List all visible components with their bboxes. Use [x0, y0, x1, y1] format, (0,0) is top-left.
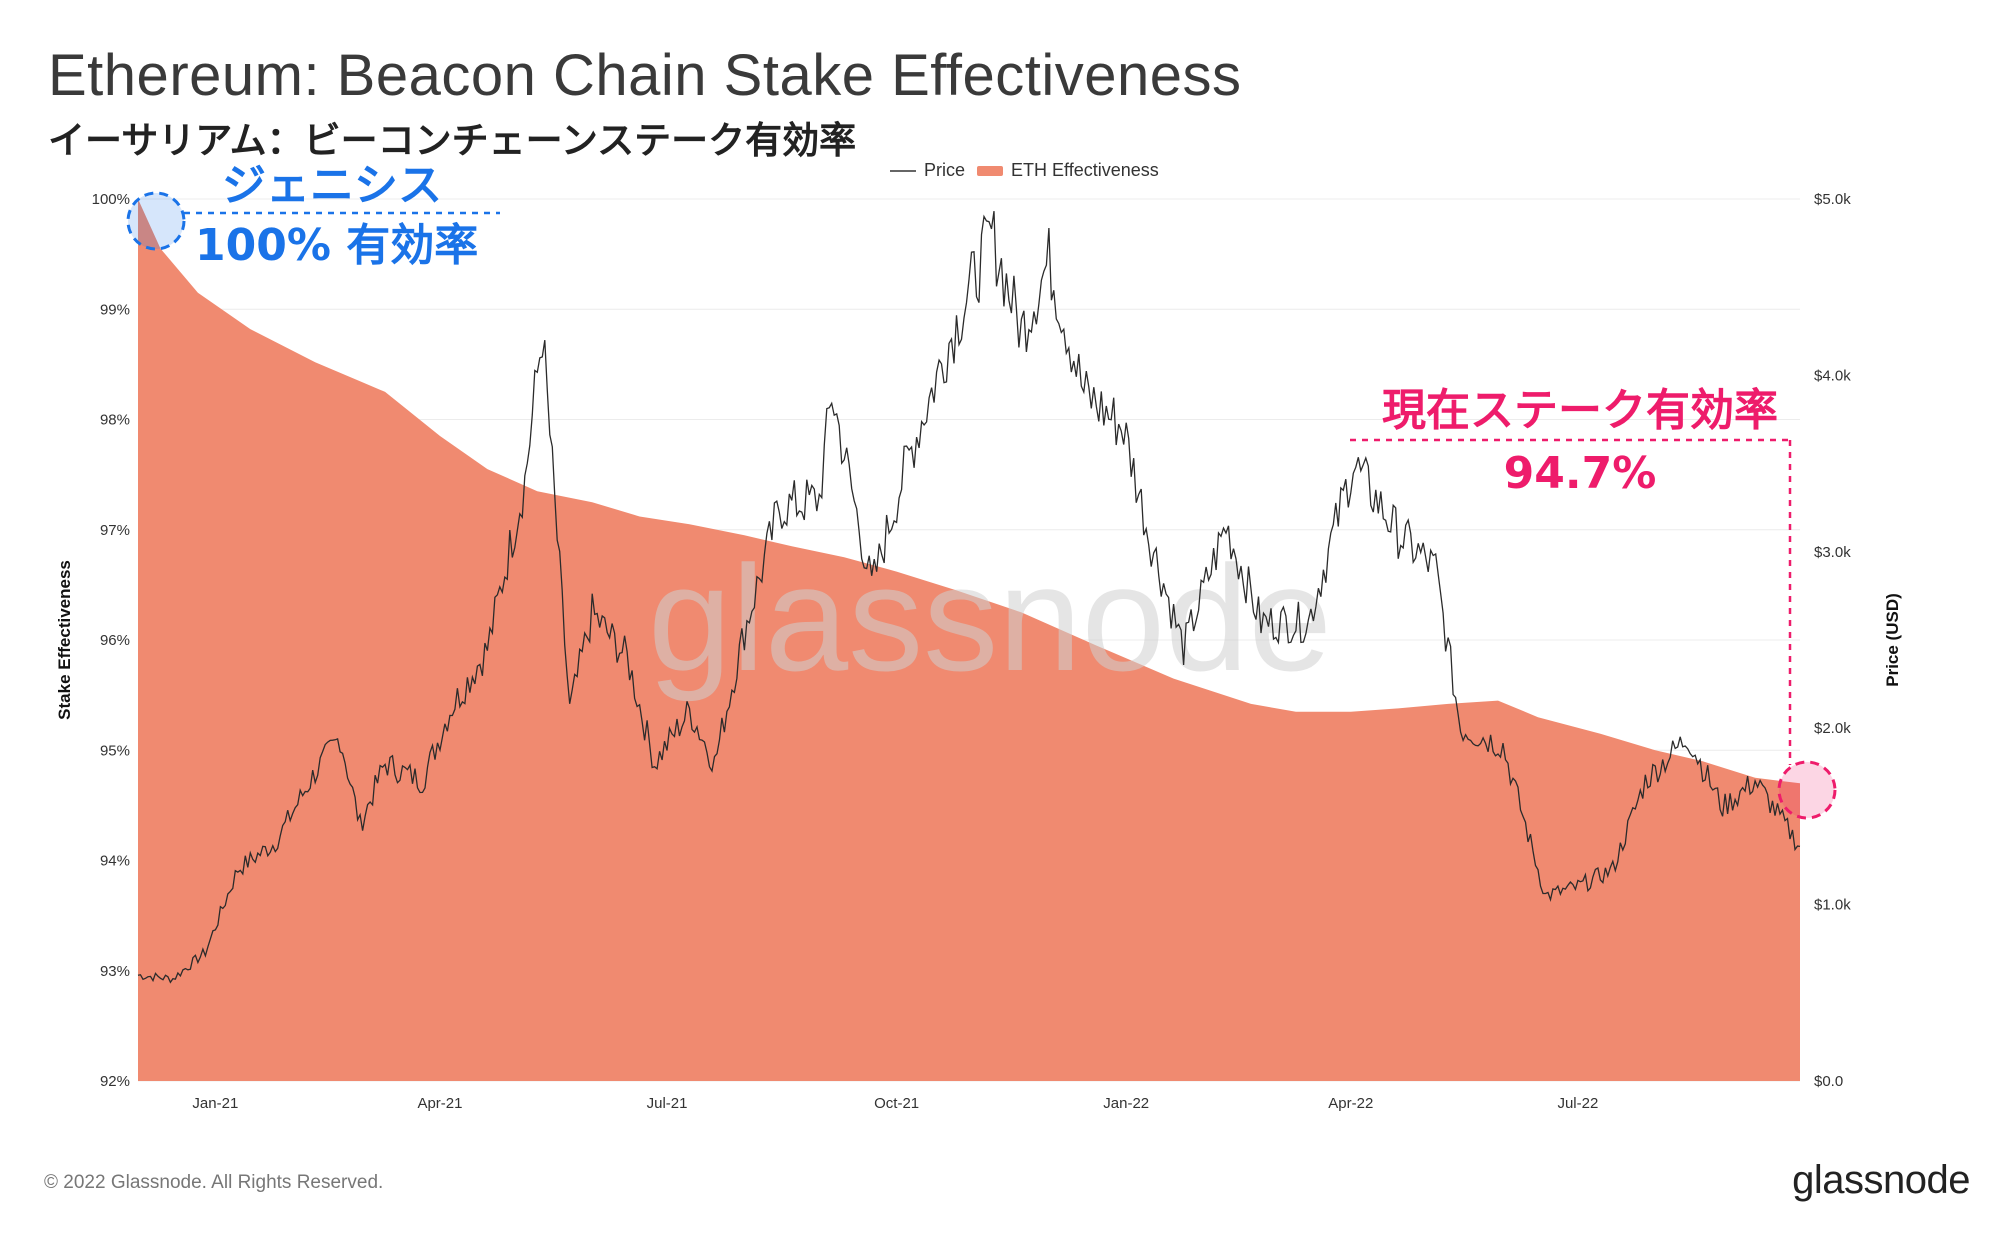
- genesis-marker-circle: [126, 191, 186, 251]
- current-effectiveness-value: 94.7%: [1504, 448, 1657, 499]
- y-left-tick-label: 92%: [100, 1073, 130, 1090]
- x-tick-label: Apr-22: [1328, 1095, 1373, 1112]
- legend-swatch-eth-effectiveness: [977, 165, 1004, 176]
- chart-subtitle-japanese: イーサリアム：ビーコンチェーンステーク有効率: [48, 119, 857, 162]
- y-left-tick-label: 97%: [100, 522, 130, 539]
- current-effectiveness-label: 現在ステーク有効率: [1382, 385, 1778, 436]
- glassnode-logo: glassnode: [1792, 1158, 1970, 1202]
- genesis-value: 100% 有効率: [195, 220, 478, 271]
- x-tick-label: Oct-21: [874, 1095, 919, 1112]
- y-left-tick-label: 98%: [100, 412, 130, 429]
- x-tick-label: Jul-22: [1557, 1095, 1598, 1112]
- y-right-axis-title: Price (USD): [1883, 593, 1902, 687]
- y-left-tick-label: 96%: [100, 632, 130, 649]
- y-left-tick-label: 93%: [100, 963, 130, 980]
- legend-entry-eth-effectiveness[interactable]: ETH Effectiveness: [1011, 160, 1159, 180]
- series-price-line: [137, 211, 1801, 984]
- x-tick-label: Jul-21: [647, 1095, 688, 1112]
- y-left-tick-label: 95%: [100, 742, 130, 759]
- x-tick-label: Apr-21: [417, 1095, 462, 1112]
- y-left-tick-label: 94%: [100, 853, 130, 870]
- chart-title: Ethereum: Beacon Chain Stake Effectivene…: [48, 43, 1242, 108]
- legend-entry-price[interactable]: Price: [924, 160, 966, 180]
- y-right-tick-label: $4.0k: [1814, 367, 1851, 384]
- y-right-tick-label: $1.0k: [1814, 897, 1851, 914]
- y-right-tick-label: $3.0k: [1814, 544, 1851, 561]
- copyright-notice: © 2022 Glassnode. All Rights Reserved.: [44, 1172, 384, 1193]
- genesis-label: ジェニシス: [222, 160, 442, 211]
- x-tick-label: Jan-22: [1103, 1095, 1149, 1112]
- y-right-tick-label: $5.0k: [1814, 191, 1851, 208]
- y-right-tick-label: $0.0: [1814, 1073, 1843, 1090]
- current-marker-circle: [1777, 760, 1837, 820]
- chart-legend: Price ETH Effectiveness: [890, 160, 1159, 181]
- y-left-axis-title: Stake Effectiveness: [55, 560, 74, 720]
- legend-swatch-price: [890, 169, 916, 172]
- series-eth-effectiveness-area: [138, 199, 1800, 1081]
- x-tick-label: Jan-21: [192, 1095, 238, 1112]
- y-left-tick-label: 100%: [92, 191, 130, 208]
- y-left-tick-label: 99%: [100, 301, 130, 318]
- y-right-tick-label: $2.0k: [1814, 720, 1851, 737]
- glassnode-watermark: glassnode: [648, 534, 1332, 702]
